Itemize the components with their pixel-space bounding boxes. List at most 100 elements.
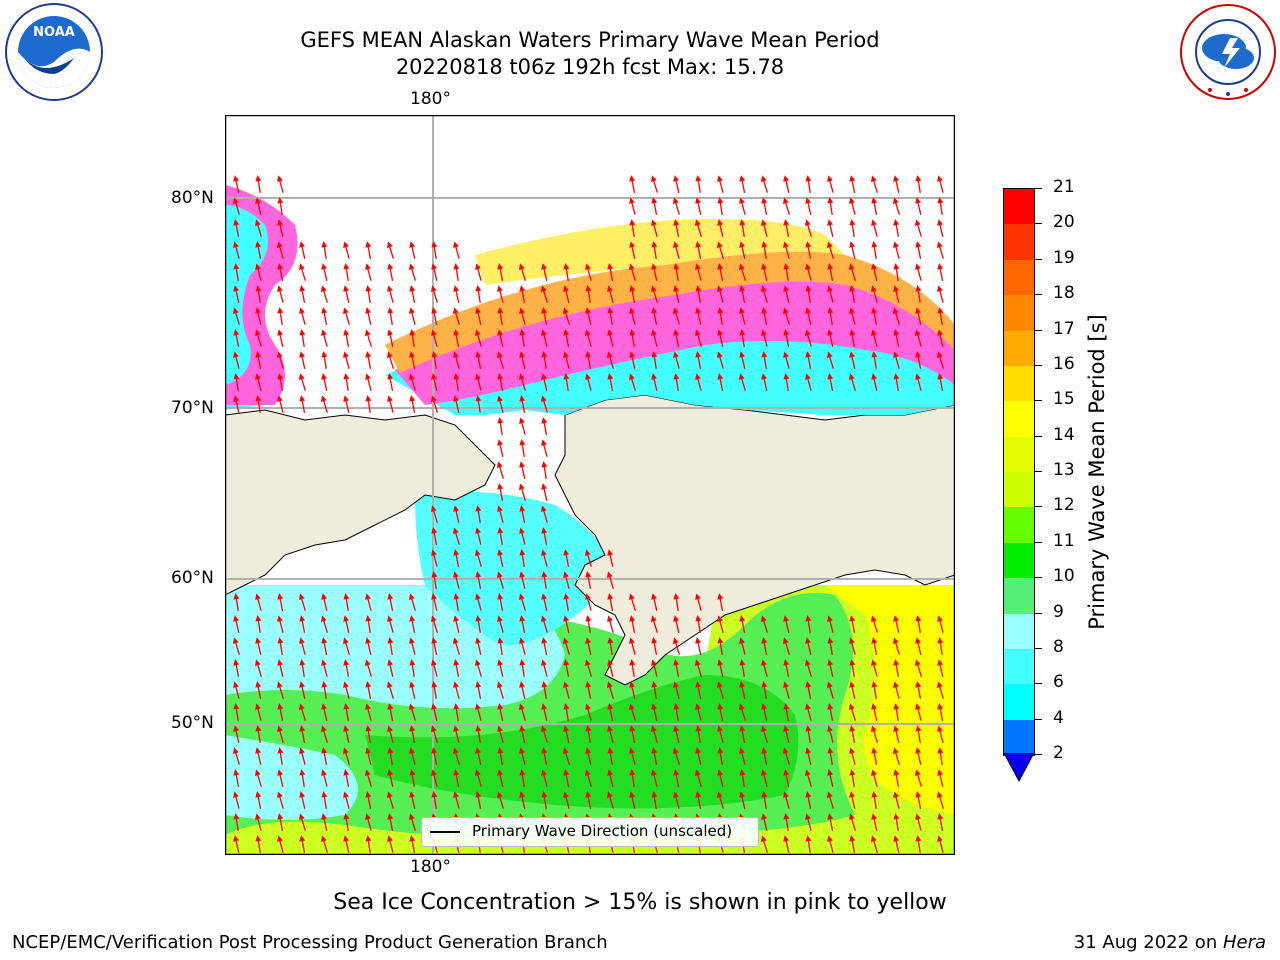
wave-direction-arrow	[475, 681, 482, 699]
wave-direction-arrow	[387, 373, 394, 391]
noaa-logo: NOAA	[5, 3, 103, 101]
colorbar-tick-label: 9	[1053, 601, 1064, 622]
wave-direction-arrow	[497, 285, 504, 303]
wave-direction-arrow	[277, 373, 284, 391]
wave-direction-arrow	[541, 747, 548, 765]
wave-direction-arrow	[892, 197, 900, 215]
wave-direction-arrow	[277, 703, 284, 721]
wave-direction-arrow	[431, 263, 438, 281]
wave-direction-arrow	[739, 791, 746, 809]
wave-direction-arrow	[452, 307, 460, 325]
wave-direction-arrow	[474, 549, 482, 567]
wave-direction-arrow	[453, 725, 460, 743]
wave-direction-arrow	[717, 615, 724, 633]
wave-direction-arrow	[277, 659, 284, 677]
wave-direction-arrow	[277, 725, 284, 743]
wave-direction-arrow	[937, 307, 944, 326]
wave-direction-arrow	[299, 725, 306, 743]
wave-direction-arrow	[277, 395, 284, 413]
wave-direction-arrow	[739, 659, 746, 678]
wave-direction-arrow	[629, 175, 636, 193]
wave-direction-arrow	[255, 747, 262, 765]
wave-direction-arrow	[914, 219, 922, 237]
wave-direction-arrow	[826, 681, 834, 699]
colorbar	[1003, 188, 1035, 756]
wave-direction-arrow	[783, 241, 790, 259]
wave-direction-arrow	[915, 791, 922, 809]
wave-direction-arrow	[739, 747, 746, 765]
wave-direction-arrow	[717, 285, 724, 303]
wave-direction-arrow	[717, 307, 724, 326]
wave-direction-arrow	[497, 439, 504, 457]
wave-direction-arrow	[255, 351, 262, 369]
wave-direction-arrow	[541, 681, 548, 700]
wave-direction-arrow	[519, 747, 526, 765]
wave-direction-arrow	[937, 747, 944, 766]
colorbar-tick-mark	[1034, 329, 1042, 331]
wave-direction-arrow	[783, 835, 790, 853]
wave-direction-arrow	[849, 351, 856, 369]
wave-direction-arrow	[717, 593, 724, 611]
wave-direction-arrow	[739, 241, 746, 259]
lon-label-top: 180°	[410, 89, 451, 109]
ocean-darkgreen-region	[365, 675, 799, 809]
wave-direction-arrow	[343, 703, 350, 722]
wave-direction-arrow	[761, 351, 768, 370]
colorbar-tick-mark	[1034, 754, 1042, 755]
colorbar-tick-mark	[1034, 718, 1042, 720]
wave-direction-arrow	[936, 791, 944, 809]
wave-direction-arrow	[519, 351, 526, 369]
wave-direction-arrow	[914, 769, 922, 787]
wave-direction-arrow	[233, 395, 240, 413]
wave-direction-arrow	[695, 637, 702, 655]
wave-direction-arrow	[892, 307, 900, 325]
wave-direction-arrow	[607, 285, 614, 303]
wave-direction-arrow	[695, 263, 702, 281]
wave-direction-arrow	[387, 263, 394, 281]
lat-label-50: 50°N	[171, 713, 214, 733]
wave-direction-arrow	[255, 285, 262, 304]
wave-direction-arrow	[761, 769, 768, 787]
wave-direction-arrow	[431, 527, 438, 545]
wave-direction-arrow	[739, 351, 746, 369]
wave-direction-arrow	[497, 593, 504, 611]
wave-direction-arrow	[233, 725, 240, 743]
wave-direction-arrow	[694, 219, 702, 237]
wave-direction-arrow	[937, 197, 944, 216]
colorbar-segment	[1004, 365, 1034, 402]
wave-direction-arrow	[695, 593, 702, 611]
sea-ice-annotation: Sea Ice Concentration > 15% is shown in …	[333, 890, 947, 915]
colorbar-segment	[1004, 648, 1034, 685]
wave-direction-arrow	[629, 637, 636, 655]
wave-direction-arrow	[299, 615, 306, 633]
wave-direction-arrow	[343, 813, 350, 832]
lat-label-70: 70°N	[171, 398, 214, 418]
wave-direction-arrow	[893, 681, 900, 699]
wave-direction-arrow	[827, 835, 834, 853]
wave-direction-arrow	[431, 329, 438, 347]
wave-direction-arrow	[255, 615, 262, 634]
wave-direction-arrow	[497, 725, 504, 743]
wave-direction-arrow	[760, 835, 768, 853]
noaa-logo-text: NOAA	[33, 25, 75, 40]
wave-direction-arrow	[805, 835, 812, 854]
wave-direction-arrow	[255, 791, 262, 809]
wave-direction-arrow	[607, 615, 614, 633]
wave-direction-arrow	[233, 263, 240, 282]
wave-direction-arrow	[650, 175, 658, 193]
wave-direction-arrow	[475, 395, 482, 414]
wave-direction-arrow	[672, 747, 680, 765]
wave-direction-arrow	[255, 681, 262, 699]
wave-direction-arrow	[299, 395, 306, 413]
wave-direction-arrow	[849, 175, 856, 193]
colorbar-tick-mark	[1034, 258, 1042, 260]
wave-direction-arrow	[563, 769, 570, 787]
wave-direction-arrow	[915, 615, 922, 634]
wave-direction-arrow	[233, 593, 240, 612]
wave-direction-arrow	[541, 527, 548, 545]
wave-direction-arrow	[585, 703, 592, 721]
wave-direction-arrow	[519, 615, 526, 633]
wave-direction-arrow	[695, 175, 702, 194]
wave-direction-arrow	[321, 241, 328, 260]
wave-direction-arrow	[430, 505, 438, 523]
